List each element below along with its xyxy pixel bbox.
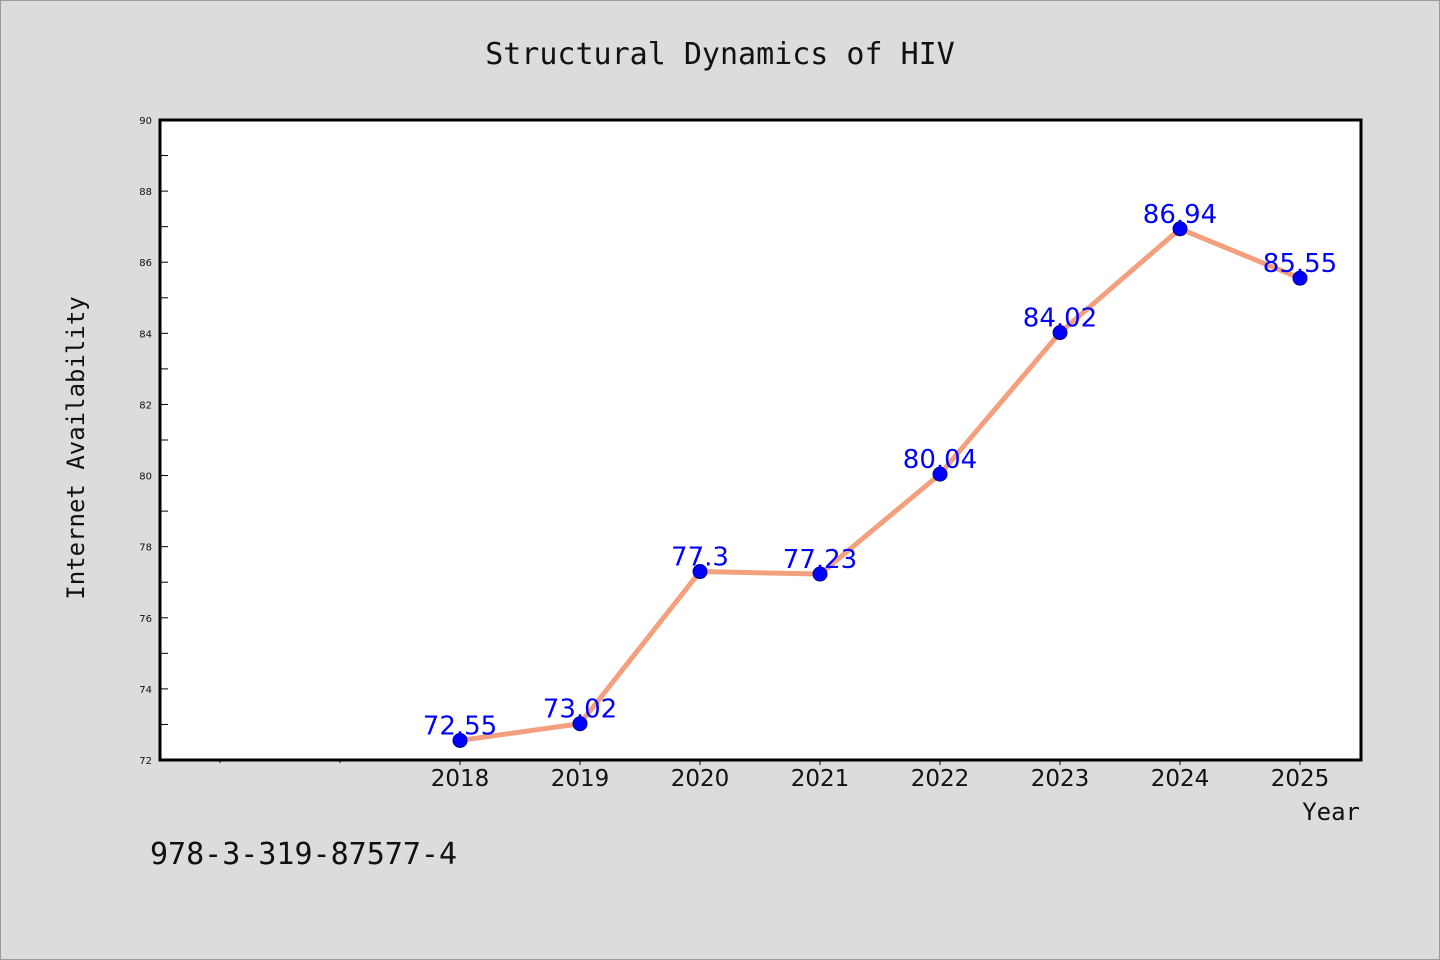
y-tick-label: 74 <box>139 685 152 696</box>
x-tick-label: 2023 <box>1031 766 1090 792</box>
series-line <box>457 226 1303 743</box>
y-tick-label: 80 <box>139 472 152 483</box>
y-tick-label: 86 <box>139 258 152 269</box>
x-tick-label: 2021 <box>791 766 850 792</box>
data-point <box>452 732 468 748</box>
x-tick-label: 2022 <box>911 766 970 792</box>
y-tick-label: 84 <box>139 329 152 340</box>
x-axis-ticks: 2018 2019 2020 2021 2022 2023 2024 2025 <box>219 759 1330 792</box>
data-point <box>572 716 588 732</box>
data-label: 80.04 <box>903 445 977 475</box>
data-label: 72.55 <box>423 711 497 741</box>
data-label: 77.23 <box>783 545 857 575</box>
y-tick-label: 72 <box>139 756 152 767</box>
x-tick-label: 2018 <box>431 766 490 792</box>
x-tick-label: 2020 <box>671 766 730 792</box>
y-tick-label: 76 <box>139 614 152 625</box>
x-tick-label: 2025 <box>1271 766 1330 792</box>
data-point <box>812 566 828 582</box>
y-tick-label: 78 <box>139 543 152 554</box>
data-point <box>1292 270 1308 286</box>
data-point <box>1052 325 1068 341</box>
x-tick-label: 2024 <box>1151 766 1210 792</box>
data-label: 77.3 <box>671 543 729 573</box>
data-point <box>1172 221 1188 237</box>
x-tick-label: 2019 <box>551 766 610 792</box>
data-labels: 72.55 73.02 77.3 77.23 80.04 84.02 86.94 85.55 <box>423 200 1337 742</box>
data-markers <box>452 221 1308 748</box>
y-axis-ticks: 72 74 76 78 80 82 84 86 88 90 <box>139 116 168 767</box>
y-axis-label: Internet Availability <box>62 296 90 599</box>
data-label: 84.02 <box>1023 304 1097 334</box>
y-tick-label: 82 <box>139 400 152 411</box>
chart-title: Structural Dynamics of HIV <box>485 37 955 72</box>
data-label: 85.55 <box>1263 249 1337 279</box>
x-axis-label: Year <box>1302 798 1360 826</box>
footnote-isbn: 978-3-319-87577-4 <box>150 837 457 872</box>
y-tick-label: 88 <box>139 187 152 198</box>
y-tick-label: 90 <box>139 116 152 127</box>
data-label: 73.02 <box>543 695 617 725</box>
data-point <box>692 564 708 580</box>
data-label: 86.94 <box>1143 200 1217 230</box>
plot-area <box>158 118 1363 762</box>
data-point <box>932 466 948 482</box>
